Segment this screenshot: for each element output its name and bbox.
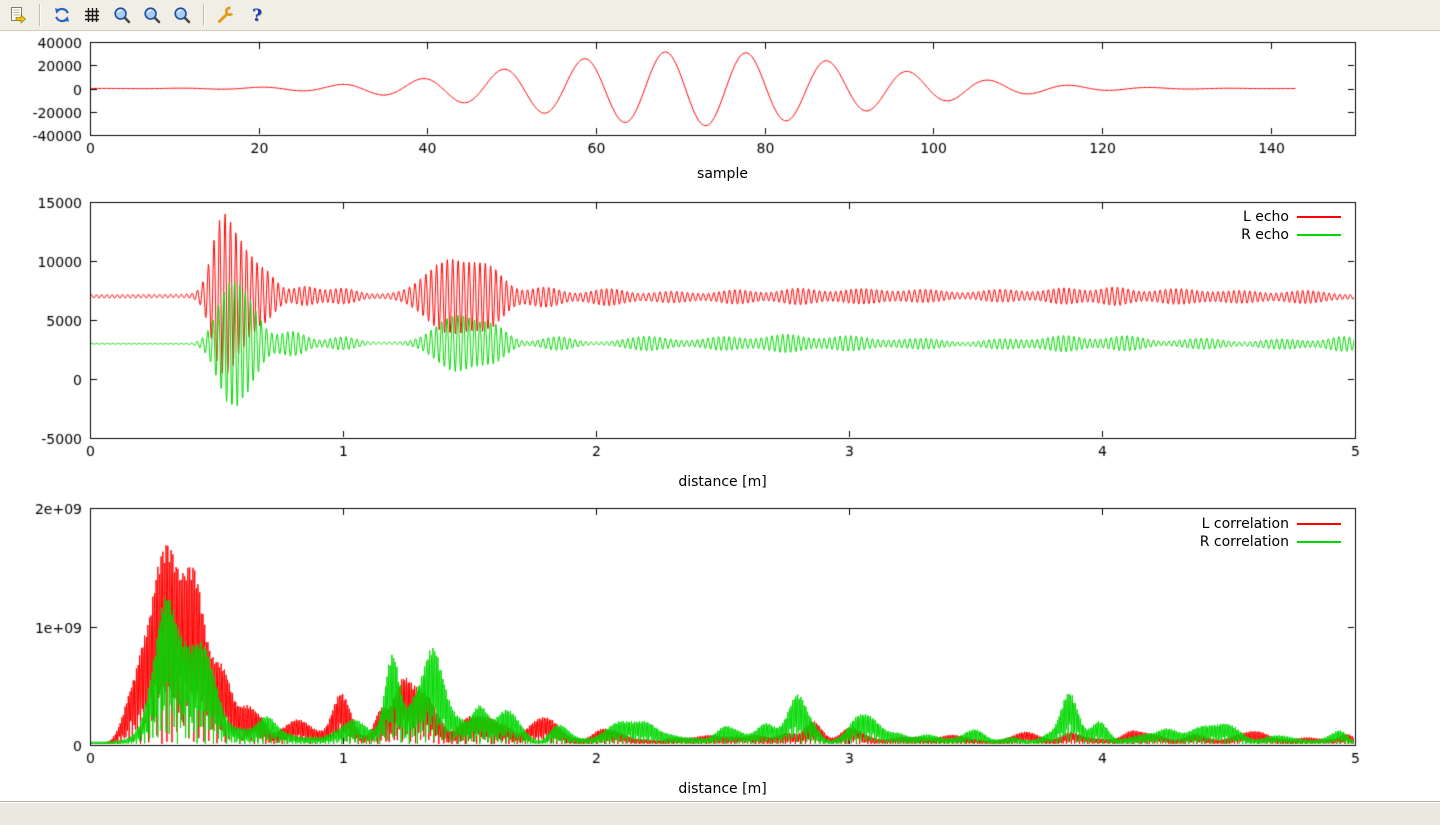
status-bar [0, 801, 1440, 825]
zoom-previous-icon [112, 5, 132, 25]
replot-button[interactable] [49, 2, 75, 28]
legend-line-sample [1297, 233, 1341, 236]
zoom-previous-button[interactable] [109, 2, 135, 28]
refresh-icon [52, 5, 72, 25]
toolbar-separator [203, 4, 205, 26]
legend-entry: R echo [1241, 226, 1341, 243]
toggle-grid-button[interactable] [79, 2, 105, 28]
legend-entry: L echo [1243, 208, 1341, 225]
help-icon: ? ? [246, 5, 266, 25]
copy-icon [8, 5, 28, 25]
legend-label: R correlation [1199, 533, 1289, 550]
legend-entry: L correlation [1201, 515, 1341, 532]
grid-icon [82, 5, 102, 25]
legend-echo: L echo R echo [1241, 208, 1341, 243]
toolbar: ? ? [0, 0, 1440, 31]
plot-area [0, 32, 1440, 801]
legend-label: R echo [1241, 226, 1289, 243]
svg-text:?: ? [253, 7, 263, 25]
svg-text:?: ? [252, 6, 262, 25]
legend-correlation: L correlation R correlation [1199, 515, 1341, 550]
help-button[interactable]: ? ? [243, 2, 269, 28]
toolbar-separator [39, 4, 41, 26]
copy-to-clipboard-button[interactable] [5, 2, 31, 28]
zoom-next-icon [142, 5, 162, 25]
autoscale-button[interactable] [169, 2, 195, 28]
legend-line-sample [1297, 215, 1341, 218]
legend-entry: R correlation [1199, 533, 1341, 550]
configure-button[interactable] [213, 2, 239, 28]
legend-label: L echo [1243, 208, 1289, 225]
legend-label: L correlation [1201, 515, 1289, 532]
autoscale-icon [172, 5, 192, 25]
zoom-next-button[interactable] [139, 2, 165, 28]
legend-line-sample [1297, 540, 1341, 543]
legend-line-sample [1297, 522, 1341, 525]
wrench-icon [216, 5, 236, 25]
plots-canvas[interactable] [0, 32, 1440, 801]
